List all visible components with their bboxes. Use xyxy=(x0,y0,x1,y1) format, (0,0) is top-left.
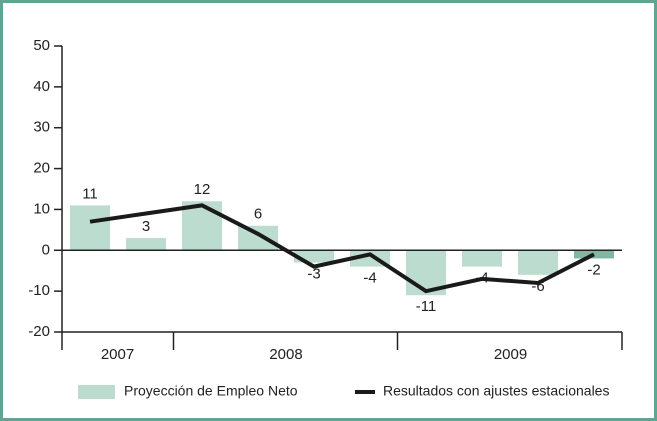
bar xyxy=(126,238,166,251)
y-tick-label: -20 xyxy=(28,323,50,340)
bar xyxy=(238,225,278,251)
y-tick-label: 0 xyxy=(42,241,50,258)
data-label: 11 xyxy=(82,185,98,202)
x-group-label: 2009 xyxy=(494,346,527,363)
x-group-label: 2007 xyxy=(101,346,134,363)
y-tick-label: 10 xyxy=(33,200,50,217)
bar xyxy=(70,205,110,251)
legend-swatch xyxy=(78,385,115,399)
legend-label: Resultados con ajustes estacionales xyxy=(383,383,609,399)
data-label: 12 xyxy=(194,181,211,198)
data-label: -2 xyxy=(587,261,600,278)
bar xyxy=(518,250,558,275)
data-label: -11 xyxy=(416,298,437,315)
data-label: 3 xyxy=(142,218,150,235)
y-tick-label: 30 xyxy=(33,119,50,136)
x-group-label: 2008 xyxy=(269,346,302,363)
data-label: -4 xyxy=(363,270,376,287)
bar xyxy=(182,201,222,251)
data-label: 6 xyxy=(254,206,262,223)
y-tick-label: 40 xyxy=(33,78,50,95)
data-label: -3 xyxy=(307,266,320,283)
y-tick-label: -10 xyxy=(28,282,50,299)
y-tick-label: 20 xyxy=(33,160,50,177)
line xyxy=(89,203,595,294)
legend-label: Proyección de Empleo Neto xyxy=(124,383,298,399)
y-tick-label: 50 xyxy=(33,37,50,54)
bar xyxy=(462,250,502,267)
